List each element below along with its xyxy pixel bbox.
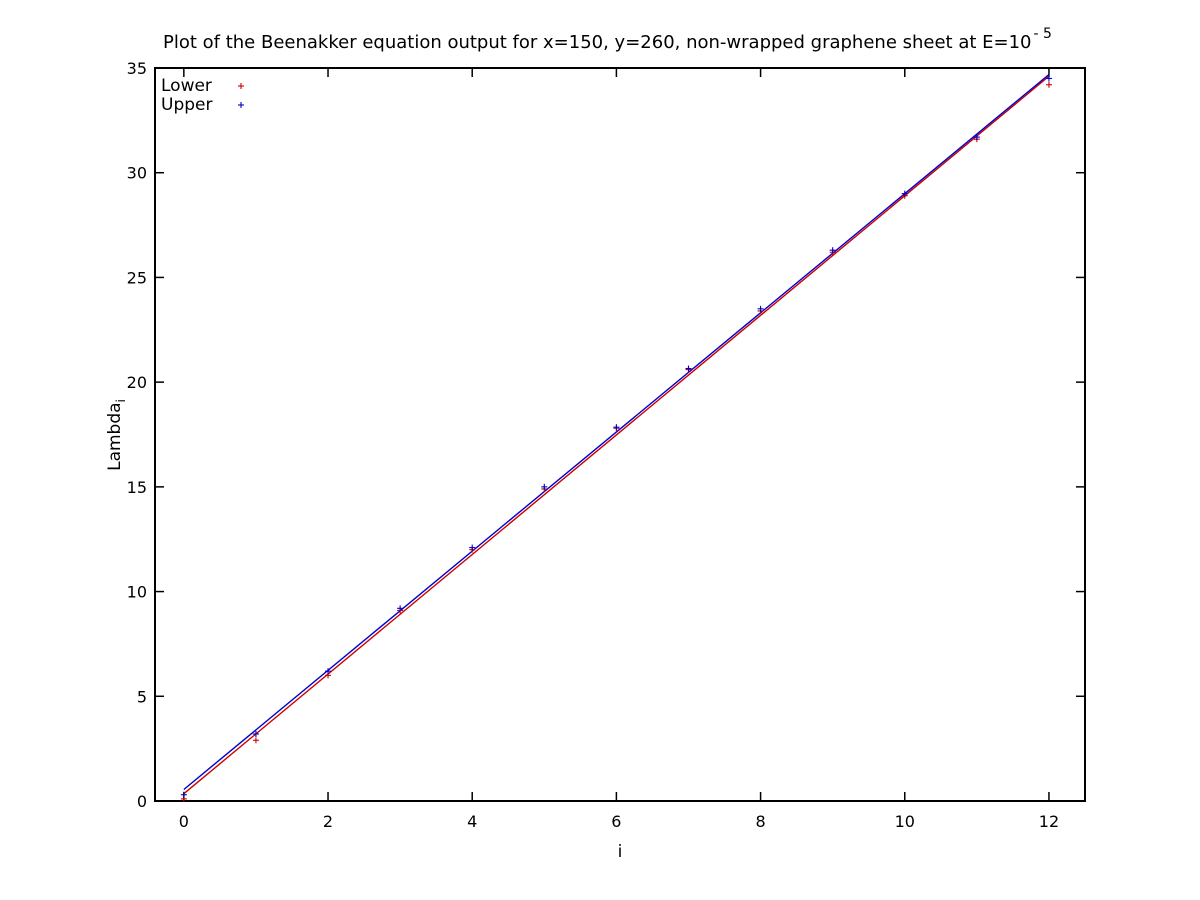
data-point-upper [829,247,836,254]
y-tick-label: 0 [137,792,147,811]
chart-title-main: Plot of the Beenakker equation output fo… [163,32,1032,53]
y-tick-label: 30 [127,164,147,183]
legend-marker-symbol [238,83,244,89]
data-point-upper [541,483,548,490]
data-point-upper [973,134,980,141]
x-tick-label: 2 [323,812,333,831]
x-tick-label: 10 [895,812,915,831]
data-markers [180,75,1052,802]
data-point-upper [901,190,908,197]
x-tick-label: 6 [611,812,621,831]
y-axis-label-subscript: i [114,399,128,402]
data-point-upper [685,365,692,372]
data-point-lower [1045,81,1052,88]
data-point-upper [757,305,764,312]
legend-label-lower: Lower [161,76,212,96]
x-tick-label: 12 [1039,812,1059,831]
data-point-lower [252,737,259,744]
x-tick-label: 0 [179,812,189,831]
x-tick-label: 4 [467,812,477,831]
data-point-upper [325,668,332,675]
fit-line-lower [183,75,1050,795]
y-tick-label: 15 [127,478,147,497]
x-tick-label: 8 [755,812,765,831]
axis-ticks [155,67,1085,802]
y-tick-label: 25 [127,268,147,287]
x-axis-tick-labels: 0 2 4 6 8 10 12 [179,812,1059,831]
data-point-upper [1045,75,1052,82]
data-point-upper [180,791,187,798]
data-point-upper [397,605,404,612]
legend: Lower Upper [161,76,244,115]
chart-title: Plot of the Beenakker equation output fo… [163,26,1052,53]
data-point-upper [252,730,259,737]
legend-marker-lower [238,83,244,89]
x-axis-label: i [618,842,623,862]
legend-label-upper: Upper [161,95,212,115]
y-axis-label: Lambdai [105,399,128,471]
plot-area-frame [154,67,1086,802]
chart-title-superscript: - 5 [1034,26,1052,42]
data-point-upper [613,424,620,431]
legend-marker-upper [238,102,244,108]
y-tick-label: 5 [137,687,147,706]
data-point-upper [469,544,476,551]
legend-marker-symbol [238,102,244,108]
y-axis-tick-labels: 0 5 10 15 20 25 30 35 [127,59,147,811]
fit-line-upper [183,73,1050,791]
y-tick-label: 10 [127,583,147,602]
fit-lines [183,73,1050,795]
y-axis-label-main: Lambda [105,402,125,470]
y-tick-label: 20 [127,373,147,392]
y-tick-label: 35 [127,59,147,78]
